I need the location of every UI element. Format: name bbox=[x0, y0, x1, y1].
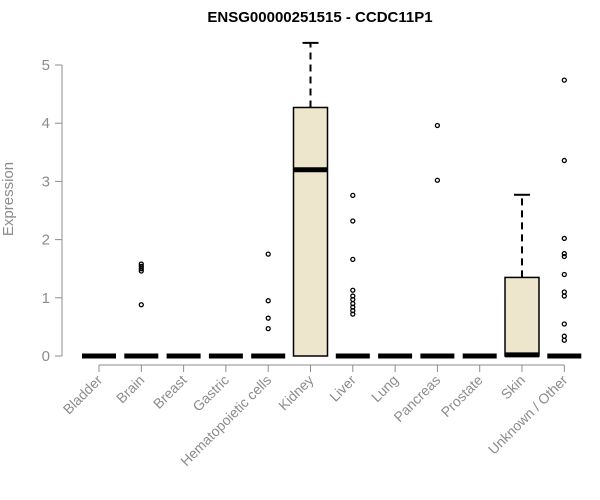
outlier-point bbox=[265, 325, 271, 332]
x-tick-label: Unknown / Other bbox=[485, 372, 571, 458]
outlier-point bbox=[561, 250, 567, 257]
x-tick-label: Prostate bbox=[438, 372, 486, 420]
outlier-point bbox=[138, 302, 144, 308]
outlier-point bbox=[561, 77, 567, 83]
chart-title: ENSG00000251515 - CCDC11P1 bbox=[207, 9, 432, 26]
x-tick-label: Lung bbox=[368, 372, 401, 405]
x-tick-label: Skin bbox=[498, 372, 529, 403]
y-axis-label: Expression bbox=[0, 162, 17, 236]
x-tick-label: Liver bbox=[326, 372, 359, 405]
outlier-point bbox=[561, 321, 567, 327]
outlier-point bbox=[350, 293, 356, 299]
boxes-layer bbox=[82, 41, 582, 359]
outlier-point bbox=[434, 177, 441, 183]
box-skin bbox=[504, 193, 540, 358]
box-hematopoietic-cells bbox=[251, 251, 286, 359]
outlier-point bbox=[561, 293, 567, 299]
x-tick-label: Kidney bbox=[275, 372, 317, 414]
y-tick-label: 0 bbox=[42, 348, 50, 365]
outlier-point bbox=[265, 298, 271, 304]
box-kidney bbox=[292, 41, 329, 357]
x-tick-label: Breast bbox=[150, 372, 190, 412]
outlier-point bbox=[138, 263, 144, 270]
box-iqr bbox=[292, 106, 329, 357]
outlier-point bbox=[265, 315, 271, 321]
outlier-point bbox=[138, 266, 144, 272]
outlier-point bbox=[138, 261, 144, 267]
y-tick-label: 2 bbox=[42, 232, 50, 249]
x-tick-label: Pancreas bbox=[390, 372, 443, 425]
outlier-point bbox=[561, 271, 567, 278]
outlier-point bbox=[350, 256, 356, 263]
outlier-point bbox=[561, 157, 567, 164]
outlier-point bbox=[350, 192, 356, 199]
box-brain bbox=[124, 261, 159, 359]
y-tick-label: 1 bbox=[42, 290, 50, 307]
outlier-point bbox=[561, 253, 567, 260]
box-liver bbox=[335, 192, 370, 359]
y-tick-label: 4 bbox=[42, 115, 50, 132]
box-unknown-other bbox=[547, 77, 582, 359]
box-iqr bbox=[504, 276, 540, 357]
y-tick-label: 5 bbox=[42, 57, 50, 74]
outlier-point bbox=[561, 333, 567, 339]
outlier-point bbox=[561, 289, 567, 295]
box-pancreas bbox=[420, 122, 455, 359]
y-axis: 0 1 2 3 4 5 bbox=[42, 57, 63, 365]
outlier-point bbox=[350, 287, 356, 293]
outlier-point bbox=[434, 122, 441, 129]
x-tick-label: Brain bbox=[113, 372, 147, 406]
outlier-point bbox=[265, 251, 271, 257]
outlier-point bbox=[138, 268, 144, 274]
outlier-point bbox=[350, 300, 356, 307]
y-tick-label: 3 bbox=[42, 173, 50, 190]
outlier-point bbox=[561, 235, 567, 242]
outlier-point bbox=[561, 337, 567, 343]
x-tick-label: Bladder bbox=[60, 372, 106, 418]
outlier-point bbox=[350, 218, 356, 224]
